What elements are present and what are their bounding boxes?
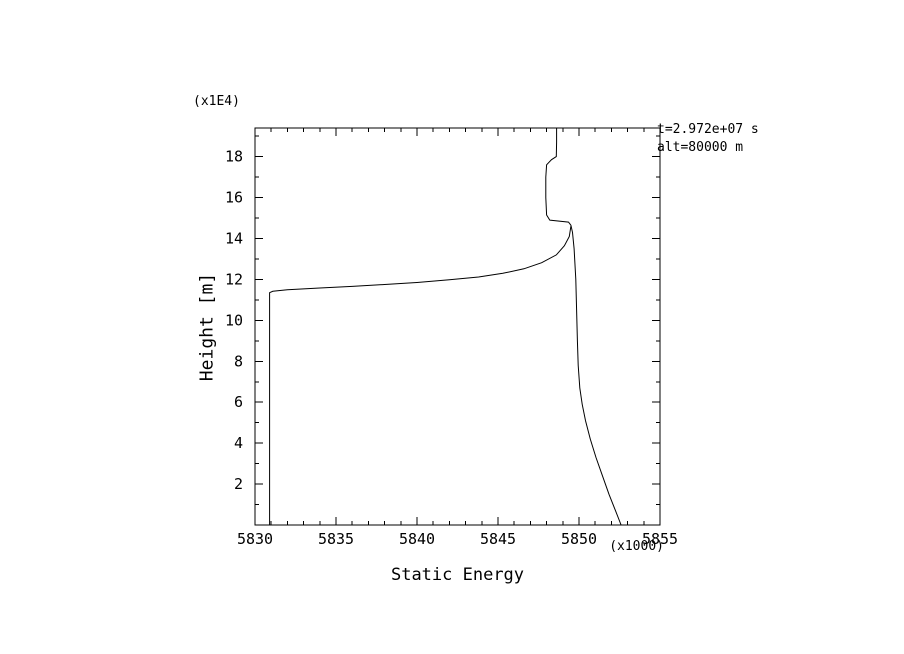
y-tick-label: 6 [234, 393, 243, 411]
plot-frame [254, 127, 661, 526]
y-tick-label: 8 [234, 352, 243, 370]
x-tick-label: 5845 [480, 530, 516, 548]
y-tick-label: 18 [225, 148, 243, 166]
lower-profile-line [269, 226, 572, 525]
x-tick-label: 5840 [399, 530, 435, 548]
y-tick-label: 4 [234, 434, 243, 452]
y-tick-label: 16 [225, 189, 243, 207]
x-tick-label: 5855 [642, 530, 678, 548]
y-tick-label: 2 [234, 475, 243, 493]
x-axis-title: Static Energy [390, 565, 525, 585]
y-tick-label: 10 [225, 311, 243, 329]
upper-profile-line [545, 128, 622, 526]
x-tick-label: 5835 [318, 530, 354, 548]
annotation-block: t=2.972e+07 s alt=80000 m [657, 121, 759, 157]
x-tick-label: 5830 [237, 530, 273, 548]
annotation-altitude: alt=80000 m [657, 140, 744, 155]
y-scale-note: (x1E4) [193, 94, 240, 109]
annotation-time: t=2.972e+07 s [657, 122, 759, 137]
x-scale-note: (x1000) [609, 539, 664, 554]
y-tick-label: 12 [225, 270, 243, 288]
x-tick-label: 5850 [561, 530, 597, 548]
y-tick-label: 14 [225, 230, 243, 248]
y-axis-title: Height [m] [196, 272, 218, 382]
